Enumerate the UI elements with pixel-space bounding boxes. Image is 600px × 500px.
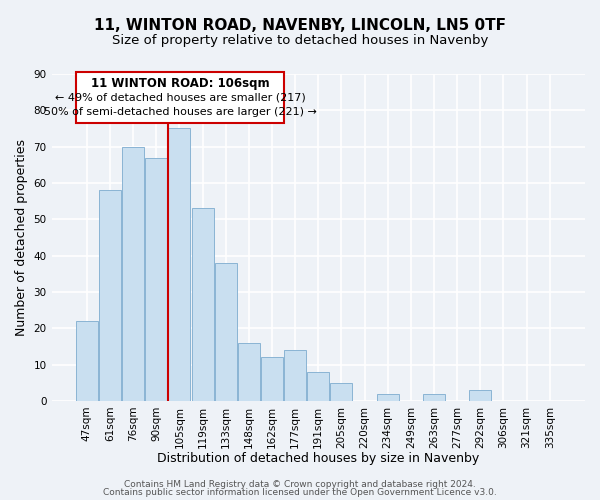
Text: Contains HM Land Registry data © Crown copyright and database right 2024.: Contains HM Land Registry data © Crown c… bbox=[124, 480, 476, 489]
Y-axis label: Number of detached properties: Number of detached properties bbox=[15, 139, 28, 336]
X-axis label: Distribution of detached houses by size in Navenby: Distribution of detached houses by size … bbox=[157, 452, 479, 465]
Bar bbox=[284, 350, 306, 401]
Bar bbox=[215, 263, 236, 401]
Text: Contains public sector information licensed under the Open Government Licence v3: Contains public sector information licen… bbox=[103, 488, 497, 497]
Bar bbox=[169, 128, 190, 401]
Bar bbox=[145, 158, 167, 401]
Text: 11 WINTON ROAD: 106sqm: 11 WINTON ROAD: 106sqm bbox=[91, 76, 269, 90]
Bar bbox=[261, 358, 283, 401]
Bar bbox=[469, 390, 491, 401]
Bar bbox=[331, 382, 352, 401]
Bar bbox=[307, 372, 329, 401]
FancyBboxPatch shape bbox=[76, 72, 284, 123]
Bar bbox=[76, 321, 98, 401]
Bar bbox=[238, 342, 260, 401]
Bar bbox=[122, 146, 144, 401]
Bar bbox=[191, 208, 214, 401]
Text: 50% of semi-detached houses are larger (221) →: 50% of semi-detached houses are larger (… bbox=[44, 107, 316, 117]
Bar bbox=[423, 394, 445, 401]
Bar bbox=[377, 394, 399, 401]
Bar bbox=[99, 190, 121, 401]
Text: ← 49% of detached houses are smaller (217): ← 49% of detached houses are smaller (21… bbox=[55, 92, 305, 102]
Text: 11, WINTON ROAD, NAVENBY, LINCOLN, LN5 0TF: 11, WINTON ROAD, NAVENBY, LINCOLN, LN5 0… bbox=[94, 18, 506, 32]
Text: Size of property relative to detached houses in Navenby: Size of property relative to detached ho… bbox=[112, 34, 488, 47]
